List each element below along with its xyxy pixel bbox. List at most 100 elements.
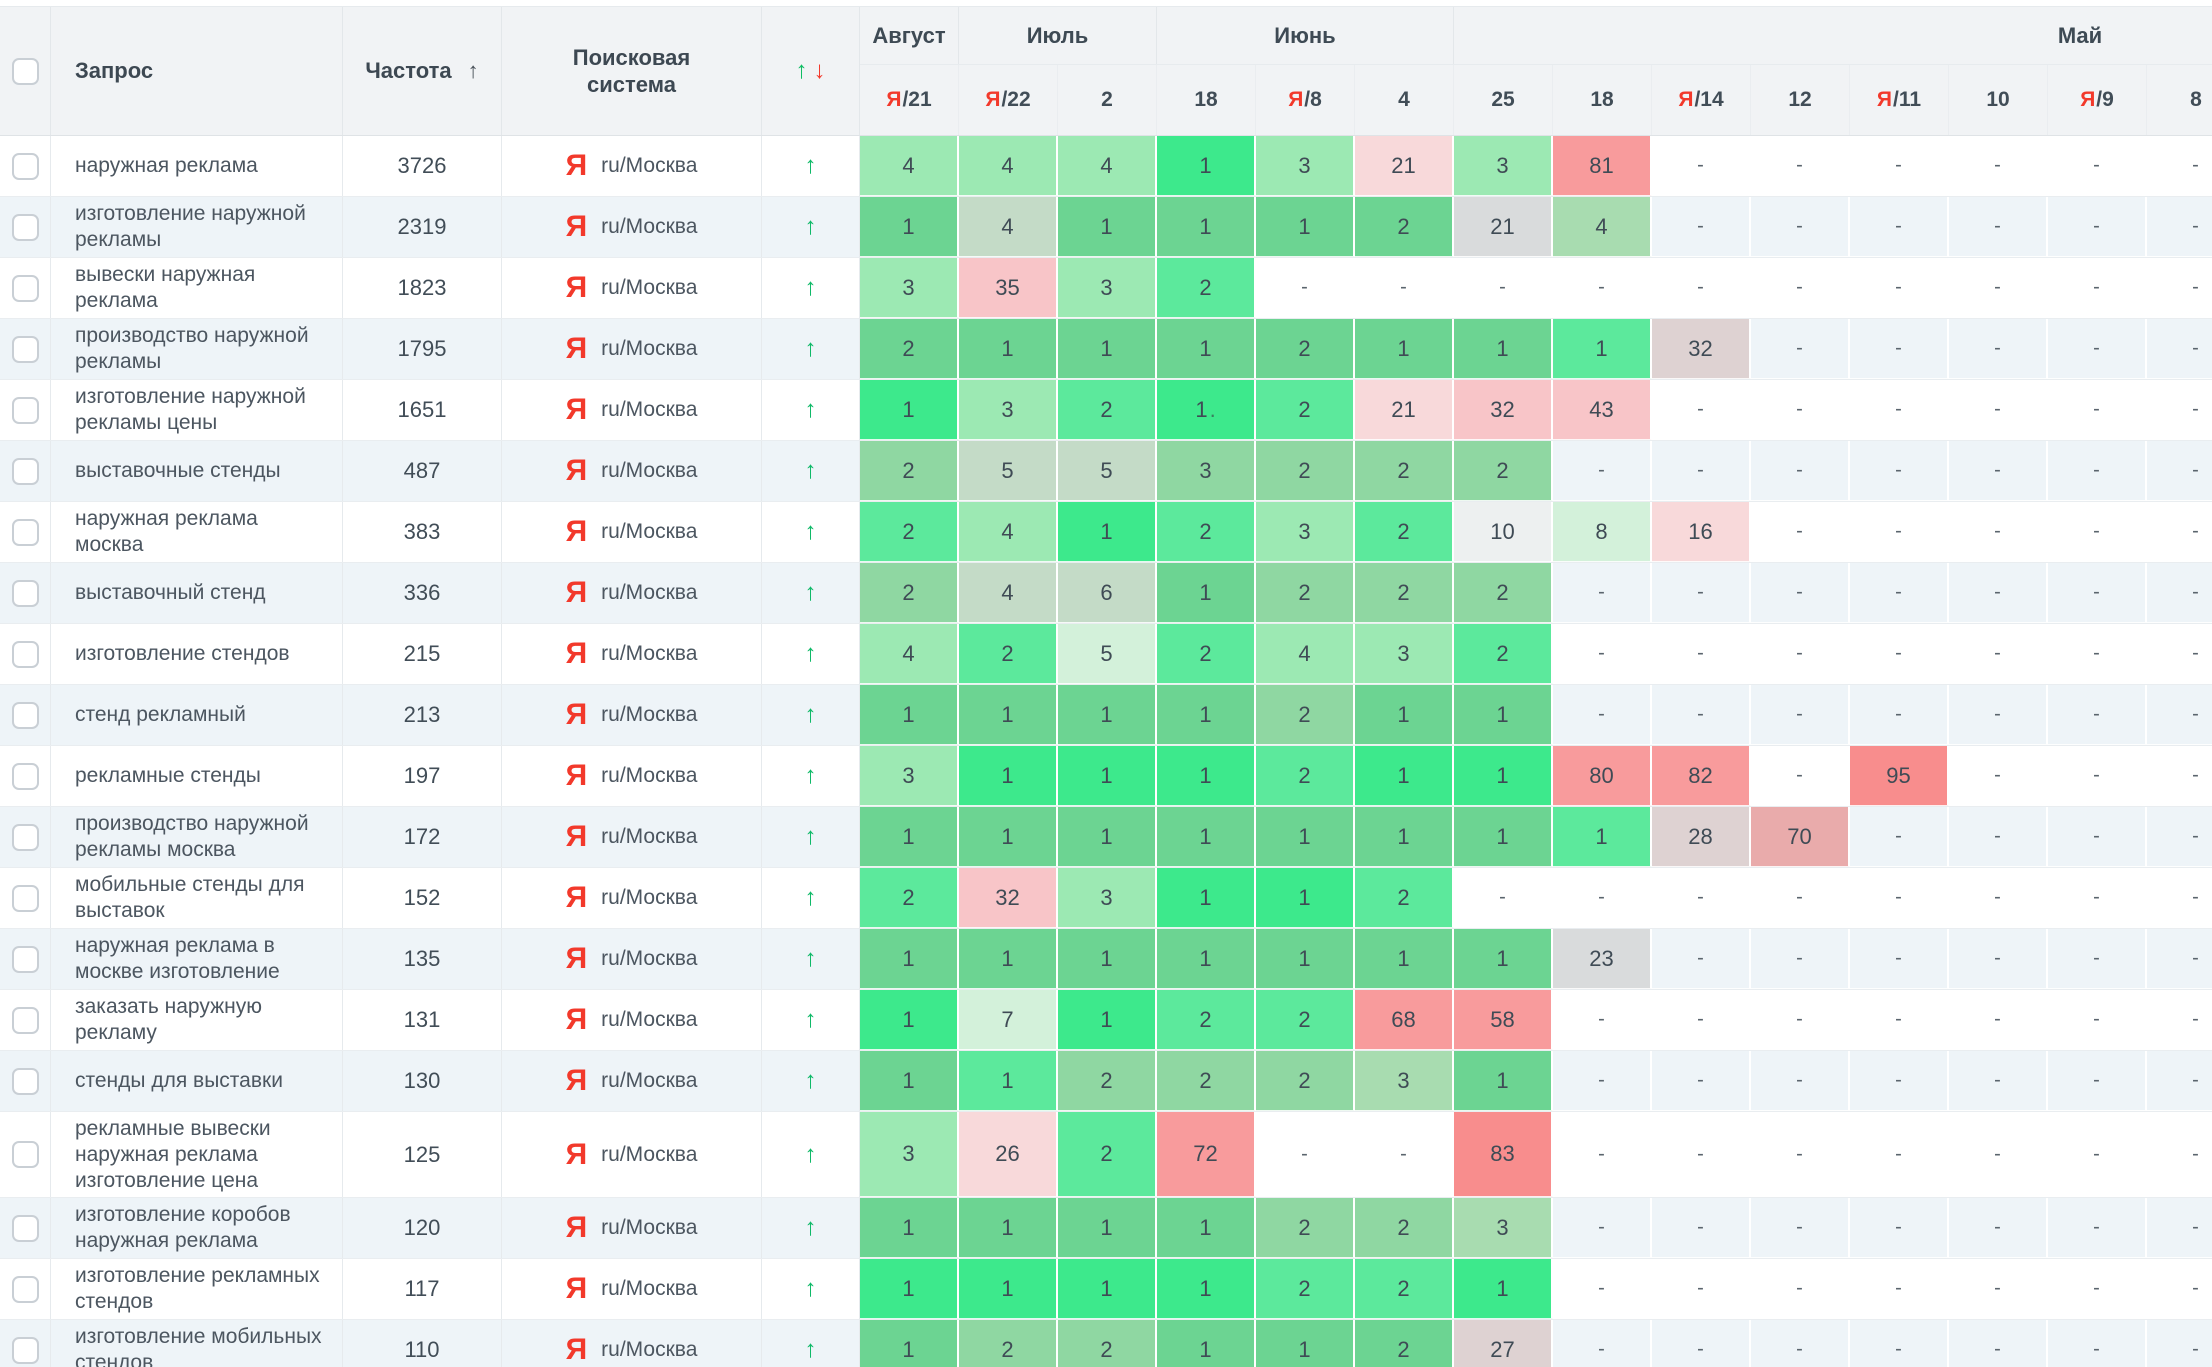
row-checkbox[interactable] (11, 579, 39, 607)
row-checkbox[interactable] (11, 152, 39, 180)
position-cell: - (2048, 1320, 2147, 1367)
row-checkbox[interactable] (11, 274, 39, 302)
row-checkbox[interactable] (11, 823, 39, 851)
position-cell: 3 (860, 1112, 959, 1197)
trend-up-icon: ↑ (804, 274, 817, 301)
position-cell: - (1751, 624, 1850, 684)
date-header[interactable]: Я/21 (860, 65, 959, 135)
sort-asc-icon[interactable]: ↑ (467, 58, 479, 83)
date-header[interactable]: 4 (1355, 65, 1454, 135)
row-checkbox[interactable] (11, 640, 39, 668)
query-cell: вывески наружная реклама (51, 258, 343, 318)
trend-cell: ↑ (762, 1051, 860, 1111)
date-header[interactable]: 2 (1058, 65, 1157, 135)
date-header[interactable]: Я/11 (1850, 65, 1949, 135)
engine-region-label: ru/Москва (601, 703, 698, 726)
date-header[interactable]: 10 (1949, 65, 2048, 135)
position-cell: 1 (1157, 807, 1256, 867)
position-cell: 2 (1157, 258, 1256, 318)
date-header[interactable]: 8 (2147, 65, 2212, 135)
row-checkbox[interactable] (11, 1336, 39, 1364)
position-cell: 35 (959, 258, 1058, 318)
row-checkbox[interactable] (11, 701, 39, 729)
position-cell: 2 (1355, 197, 1454, 257)
position-cell: - (1652, 624, 1751, 684)
row-checkbox[interactable] (11, 1275, 39, 1303)
query-text: мобильные стенды для выставок (75, 873, 305, 922)
position-cell: 1 (1256, 197, 1355, 257)
position-cell: 6 (1058, 563, 1157, 623)
position-cell: 1 (1355, 807, 1454, 867)
row-checkbox[interactable] (11, 884, 39, 912)
position-cell: 27 (1454, 1320, 1553, 1367)
position-cell: 2 (1454, 563, 1553, 623)
frequency-value: 197 (403, 763, 441, 788)
position-cell: 1. (1157, 380, 1256, 440)
column-header-frequency-label: Частота (365, 58, 452, 83)
query-cell: производство наружной рекламы москва (51, 807, 343, 867)
position-cell: 1 (860, 1320, 959, 1367)
query-cell: наружная реклама в москве изготовление (51, 929, 343, 989)
date-header[interactable]: Я/9 (2048, 65, 2147, 135)
row-checkbox[interactable] (11, 396, 39, 424)
date-header[interactable]: 25 (1454, 65, 1553, 135)
position-cell: - (1850, 868, 1949, 928)
query-cell: наружная реклама (51, 136, 343, 196)
yandex-icon: Я (565, 149, 588, 182)
select-all-checkbox[interactable] (11, 57, 39, 85)
frequency-cell: 215 (343, 624, 502, 684)
column-header-frequency[interactable]: Частота ↑ (343, 7, 502, 135)
frequency-value: 120 (403, 1215, 441, 1240)
query-text: изготовление рекламных стендов (75, 1264, 320, 1313)
frequency-value: 130 (403, 1068, 441, 1093)
position-cell: 1 (1157, 1198, 1256, 1258)
position-cell: 2 (1355, 563, 1454, 623)
position-cell: 2 (1157, 502, 1256, 562)
row-checkbox[interactable] (11, 1006, 39, 1034)
query-text: рекламные вывески наружная реклама изгот… (75, 1116, 271, 1192)
row-checkbox[interactable] (11, 213, 39, 241)
trend-up-sort-icon[interactable]: ↑ (795, 57, 808, 84)
date-header[interactable]: 18 (1157, 65, 1256, 135)
position-cell: 1 (1157, 746, 1256, 806)
query-text: вывески наружная реклама (75, 263, 256, 312)
trend-up-icon: ↑ (804, 884, 817, 911)
date-header[interactable]: 18 (1553, 65, 1652, 135)
date-header[interactable]: 12 (1751, 65, 1850, 135)
column-header-trend-sort[interactable]: ↑ ↓ (762, 7, 860, 135)
row-checkbox[interactable] (11, 457, 39, 485)
row-checkbox[interactable] (11, 335, 39, 363)
row-checkbox[interactable] (11, 518, 39, 546)
trend-up-icon: ↑ (804, 396, 817, 423)
position-cell: - (1850, 319, 1949, 379)
position-cell: 21 (1355, 136, 1454, 196)
position-cell: - (2147, 624, 2212, 684)
date-header[interactable]: Я/8 (1256, 65, 1355, 135)
date-header[interactable]: Я/14 (1652, 65, 1751, 135)
row-checkbox[interactable] (11, 762, 39, 790)
position-cell: - (1553, 868, 1652, 928)
engine-region-label: ru/Москва (601, 520, 698, 543)
trend-down-sort-icon[interactable]: ↓ (813, 57, 826, 84)
position-cell: - (1652, 1198, 1751, 1258)
query-cell: производство наружной рекламы (51, 319, 343, 379)
row-checkbox[interactable] (11, 1067, 39, 1095)
position-cell: - (1949, 1112, 2048, 1197)
position-cell: 95 (1850, 746, 1949, 806)
position-cell: - (2147, 1112, 2212, 1197)
row-checkbox[interactable] (11, 1214, 39, 1242)
month-label: Май (2057, 22, 2103, 48)
query-text: изготовление наружной рекламы цены (75, 385, 306, 434)
yandex-update-icon: Я (2080, 88, 2096, 112)
date-header[interactable]: Я/22 (959, 65, 1058, 135)
trend-up-icon: ↑ (804, 1067, 817, 1094)
position-cell: - (1652, 563, 1751, 623)
engine-region-label: ru/Москва (601, 1338, 698, 1361)
row-checkbox[interactable] (11, 1141, 39, 1168)
row-checkbox[interactable] (11, 945, 39, 973)
position-cell: 10 (1454, 502, 1553, 562)
position-cell: - (2048, 258, 2147, 318)
